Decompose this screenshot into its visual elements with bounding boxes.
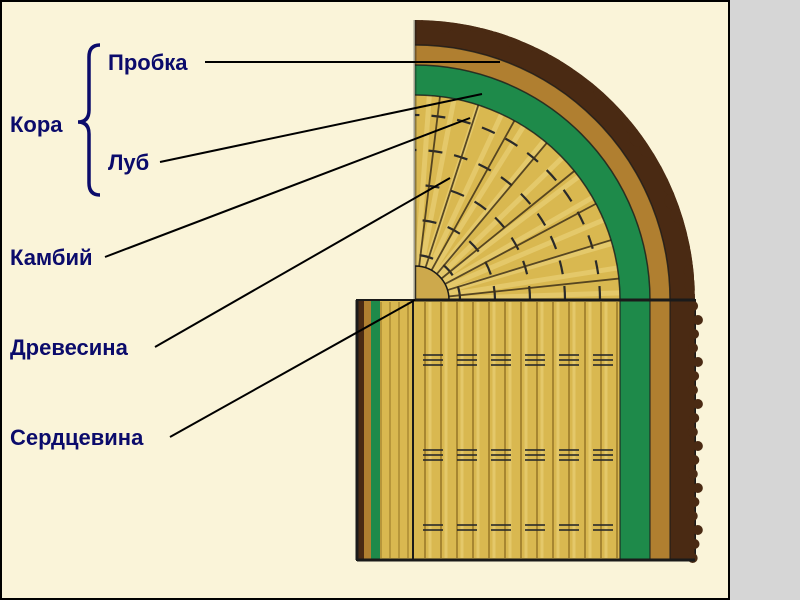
label-cambium: Камбий [10, 245, 93, 271]
label-pith: Сердцевина [10, 425, 143, 451]
label-wood: Древесина [10, 335, 128, 361]
bracket-icon [78, 35, 108, 205]
tree-cross-section [0, 0, 730, 600]
label-bast: Луб [108, 150, 149, 176]
label-group-bark: Кора [10, 112, 63, 138]
page: Кора Пробка Луб Камбий Древесина Сердцев… [0, 0, 800, 600]
side-stripe [730, 0, 800, 600]
label-cork: Пробка [108, 50, 188, 76]
